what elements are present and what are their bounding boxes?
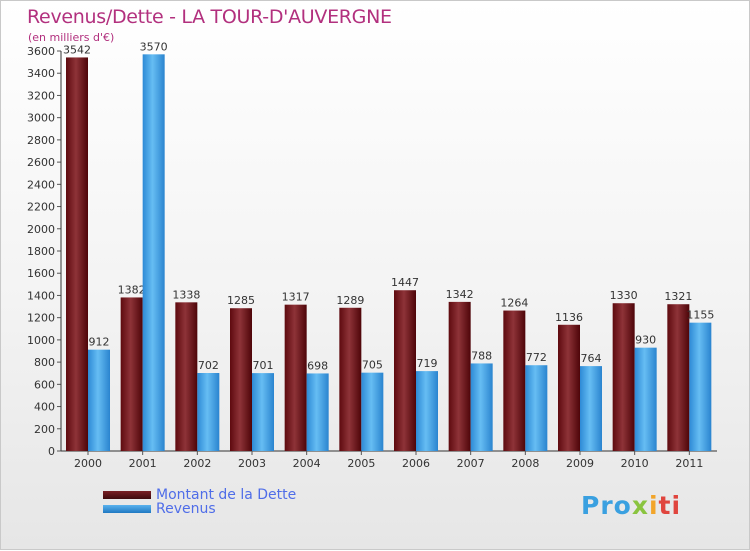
- y-tick-label: 1400: [27, 289, 55, 302]
- data-label: 930: [635, 334, 656, 347]
- y-tick-label: 2200: [27, 201, 55, 214]
- data-label: 705: [362, 359, 383, 372]
- y-tick-label: 800: [34, 356, 55, 369]
- data-label: 698: [307, 359, 328, 372]
- x-tick-label: 2004: [293, 457, 321, 470]
- y-tick-label: 2600: [27, 156, 55, 169]
- data-label: 1447: [391, 276, 419, 289]
- bar-dette: [448, 301, 471, 451]
- bar-dette: [339, 307, 362, 451]
- bar-dette: [284, 304, 307, 451]
- bar-dette: [667, 304, 690, 451]
- x-tick-label: 2003: [238, 457, 266, 470]
- x-tick-label: 2005: [347, 457, 375, 470]
- data-label: 3570: [140, 40, 168, 53]
- y-tick-label: 2000: [27, 223, 55, 236]
- bar-revenus: [634, 347, 657, 451]
- bar-revenus: [580, 366, 602, 451]
- legend-label-dette: Montant de la Dette: [156, 487, 297, 503]
- bar-dette: [558, 324, 580, 451]
- y-tick-label: 0: [48, 445, 55, 458]
- data-label: 1342: [446, 288, 474, 301]
- y-tick-label: 1600: [27, 267, 55, 280]
- bar-dette: [394, 290, 416, 451]
- bar-revenus: [88, 349, 110, 451]
- y-tick-label: 400: [34, 401, 55, 414]
- data-label: 1338: [172, 288, 200, 301]
- bar-dette: [175, 302, 198, 451]
- bar-dette: [612, 303, 635, 451]
- legend-swatch-revenus: [103, 505, 151, 513]
- y-tick-label: 1800: [27, 245, 55, 258]
- x-tick-label: 2006: [402, 457, 430, 470]
- bar-revenus: [252, 373, 274, 451]
- data-label: 3542: [63, 43, 91, 56]
- data-label: 701: [253, 359, 274, 372]
- x-tick-label: 2011: [675, 457, 703, 470]
- data-label: 702: [198, 359, 219, 372]
- y-tick-label: 3000: [27, 112, 55, 125]
- data-label: 1285: [227, 294, 255, 307]
- data-label: 764: [581, 352, 602, 365]
- y-tick-label: 200: [34, 423, 55, 436]
- legend-swatch-dette: [103, 491, 151, 499]
- y-tick-label: 2800: [27, 134, 55, 147]
- data-label: 1317: [282, 291, 310, 304]
- bar-revenus: [416, 371, 438, 451]
- data-label: 1321: [664, 290, 692, 303]
- x-tick-label: 2001: [129, 457, 157, 470]
- y-tick-label: 3600: [27, 45, 55, 58]
- proxiti-logo: Proxiti: [581, 491, 682, 520]
- bar-dette: [503, 310, 526, 451]
- bar-revenus: [689, 322, 712, 451]
- data-label: 772: [526, 351, 547, 364]
- chart-unit-label: (en milliers d'€): [28, 31, 115, 44]
- y-tick-label: 3200: [27, 89, 55, 102]
- y-tick-label: 1200: [27, 312, 55, 325]
- y-tick-label: 2400: [27, 178, 55, 191]
- bar-revenus: [361, 372, 384, 451]
- x-tick-label: 2002: [183, 457, 211, 470]
- legend-item-revenus: Revenus: [103, 501, 216, 517]
- data-label: 719: [417, 357, 438, 370]
- data-label: 1264: [500, 297, 528, 310]
- y-tick-label: 3400: [27, 67, 55, 80]
- data-label: 1382: [118, 283, 146, 296]
- bar-revenus: [197, 373, 220, 451]
- legend-item-dette: Montant de la Dette: [103, 487, 296, 503]
- y-tick-label: 600: [34, 378, 55, 391]
- bar-revenus: [306, 373, 329, 451]
- data-label: 1330: [610, 289, 638, 302]
- data-label: 1155: [686, 309, 714, 322]
- data-label: 1136: [555, 311, 583, 324]
- bar-revenus: [142, 54, 165, 451]
- legend-label-revenus: Revenus: [156, 501, 216, 517]
- bar-dette: [66, 57, 88, 451]
- data-label: 912: [89, 336, 110, 349]
- x-tick-label: 2009: [566, 457, 594, 470]
- x-tick-label: 2000: [74, 457, 102, 470]
- bar-dette: [230, 308, 252, 451]
- y-tick-label: 1000: [27, 334, 55, 347]
- chart-title: Revenus/Dette - LA TOUR-D'AUVERGNE: [27, 6, 392, 28]
- x-tick-label: 2007: [457, 457, 485, 470]
- bar-dette: [120, 297, 143, 451]
- x-tick-label: 2008: [511, 457, 539, 470]
- data-label: 788: [471, 349, 492, 362]
- bar-revenus: [525, 365, 548, 451]
- bar-revenus: [470, 363, 493, 451]
- x-tick-label: 2010: [621, 457, 649, 470]
- data-label: 1289: [336, 294, 364, 307]
